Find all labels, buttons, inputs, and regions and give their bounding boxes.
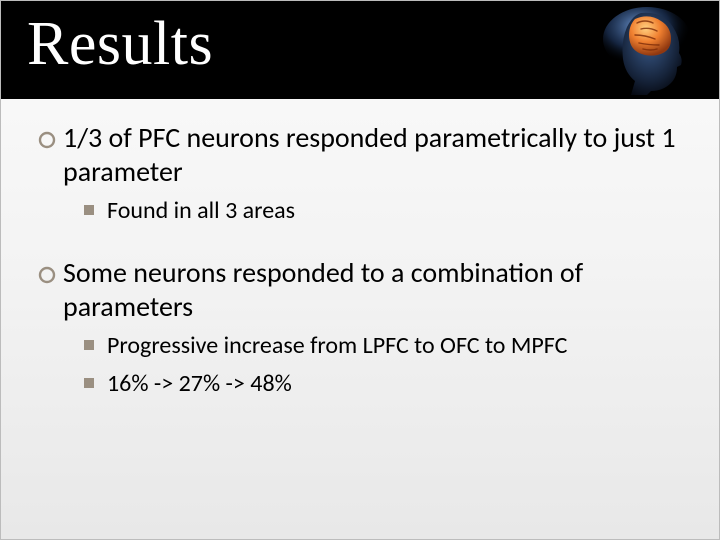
bullet-text: 16% -> 27% -> 48%	[107, 369, 292, 399]
bullet-group: 1/3 of PFC neurons responded parametrica…	[37, 121, 683, 226]
square-bullet-icon	[83, 377, 95, 389]
bullet-level1: Some neurons responded to a combination …	[37, 256, 683, 323]
bullet-text: Progressive increase from LPFC to OFC to…	[107, 331, 567, 361]
bullet-level2: 16% -> 27% -> 48%	[83, 369, 683, 399]
circle-bullet-icon	[37, 265, 57, 285]
bullet-level2: Found in all 3 areas	[83, 196, 683, 226]
circle-bullet-icon	[37, 130, 57, 150]
slide: Results	[0, 0, 720, 540]
bullet-level1: 1/3 of PFC neurons responded parametrica…	[37, 121, 683, 188]
brain-head-icon	[601, 5, 701, 95]
slide-title: Results	[27, 9, 213, 80]
bullet-group: Some neurons responded to a combination …	[37, 256, 683, 399]
square-bullet-icon	[83, 204, 95, 216]
slide-body: 1/3 of PFC neurons responded parametrica…	[37, 121, 683, 429]
bullet-text: Some neurons responded to a combination …	[63, 256, 683, 323]
bullet-level2: Progressive increase from LPFC to OFC to…	[83, 331, 683, 361]
bullet-text: Found in all 3 areas	[107, 196, 295, 226]
bullet-text: 1/3 of PFC neurons responded parametrica…	[63, 121, 683, 188]
title-bar: Results	[1, 1, 719, 99]
square-bullet-icon	[83, 339, 95, 351]
